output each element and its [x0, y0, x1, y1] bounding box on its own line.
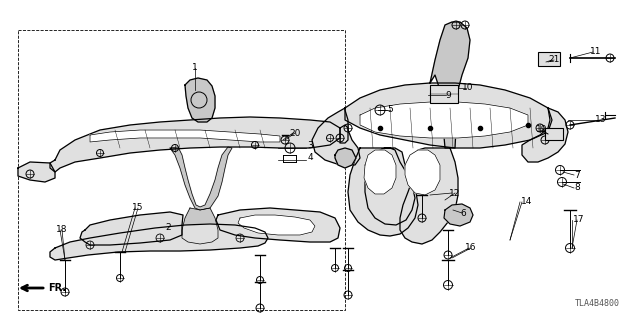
Text: 1: 1 — [192, 63, 198, 73]
Text: 9: 9 — [445, 91, 451, 100]
Polygon shape — [400, 148, 458, 244]
Polygon shape — [238, 215, 315, 235]
Polygon shape — [444, 204, 473, 226]
Bar — [18, 30, 345, 310]
Polygon shape — [90, 130, 280, 142]
Text: 18: 18 — [56, 226, 68, 235]
Text: 16: 16 — [465, 244, 477, 252]
Polygon shape — [348, 148, 418, 236]
Text: 14: 14 — [522, 197, 532, 206]
Text: FR.: FR. — [48, 283, 66, 293]
Text: 11: 11 — [590, 47, 602, 57]
Text: 13: 13 — [595, 116, 607, 124]
Bar — [538, 52, 560, 66]
Text: 7: 7 — [574, 171, 580, 180]
Polygon shape — [360, 102, 528, 138]
Text: 17: 17 — [573, 215, 585, 225]
Polygon shape — [50, 117, 340, 172]
Text: 5: 5 — [387, 106, 393, 115]
Text: 2: 2 — [165, 223, 171, 233]
Text: 21: 21 — [548, 55, 560, 65]
Text: 19: 19 — [536, 125, 548, 134]
Polygon shape — [216, 208, 340, 242]
Text: 10: 10 — [462, 84, 474, 92]
Polygon shape — [335, 148, 356, 168]
Text: 6: 6 — [460, 209, 466, 218]
Polygon shape — [340, 125, 348, 143]
Polygon shape — [170, 147, 232, 210]
Text: 12: 12 — [449, 188, 461, 197]
Polygon shape — [185, 78, 215, 122]
Text: 3: 3 — [307, 140, 313, 149]
Text: 20: 20 — [289, 129, 301, 138]
Polygon shape — [430, 22, 470, 148]
Polygon shape — [405, 150, 440, 195]
Polygon shape — [50, 224, 268, 260]
Bar — [430, 85, 458, 103]
Polygon shape — [522, 108, 568, 162]
Polygon shape — [345, 83, 552, 148]
Polygon shape — [364, 150, 396, 194]
Text: 4: 4 — [307, 154, 313, 163]
Bar — [545, 128, 563, 140]
Polygon shape — [18, 162, 55, 182]
Text: 15: 15 — [132, 204, 144, 212]
Polygon shape — [80, 212, 183, 245]
Text: TLA4B4800: TLA4B4800 — [575, 299, 620, 308]
Polygon shape — [182, 208, 218, 244]
Polygon shape — [312, 108, 360, 165]
Text: 8: 8 — [574, 183, 580, 193]
